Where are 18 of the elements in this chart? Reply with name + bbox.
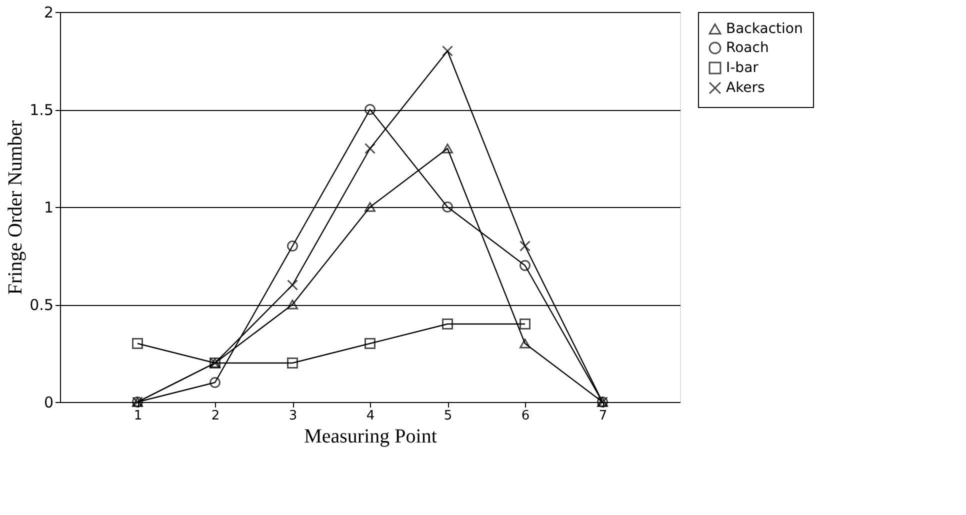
legend-label: Akers xyxy=(726,80,765,96)
x-tick-label: 4 xyxy=(366,408,375,424)
y-tick-label: 1.5 xyxy=(30,101,54,119)
y-axis-title: Fringe Order Number xyxy=(4,120,27,295)
x-tick-label: 7 xyxy=(598,408,608,424)
y-tick-label: 0 xyxy=(44,394,54,412)
x-tick-label: 3 xyxy=(288,408,298,424)
y-tick-label: 1 xyxy=(44,198,54,216)
x-tick-label: 2 xyxy=(211,408,220,424)
x-tick-label: 1 xyxy=(134,408,142,424)
x-tick-label: 5 xyxy=(444,408,452,424)
legend-label: Backaction xyxy=(726,21,803,37)
y-tick-label: 0.5 xyxy=(30,296,54,314)
legend-label: I-bar xyxy=(726,60,759,76)
legend-label: Roach xyxy=(726,40,769,56)
x-tick-label: 6 xyxy=(521,408,530,424)
x-axis-title: Measuring Point xyxy=(304,426,438,448)
y-tick-label: 2 xyxy=(44,4,54,22)
